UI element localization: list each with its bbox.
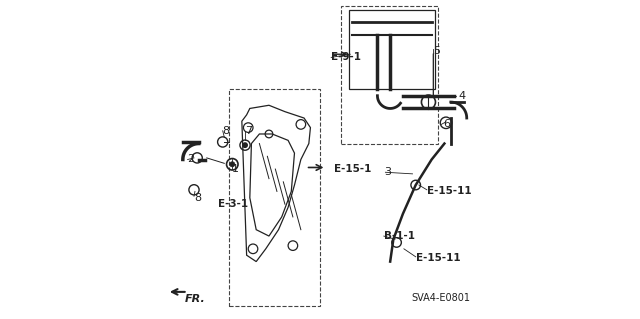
Text: E-3-1: E-3-1 xyxy=(218,199,248,209)
Text: 5: 5 xyxy=(433,46,440,56)
Text: 4: 4 xyxy=(459,91,466,101)
Text: B-1-1: B-1-1 xyxy=(384,231,415,241)
Text: E-15-11: E-15-11 xyxy=(427,186,472,197)
Text: FR.: FR. xyxy=(184,294,205,304)
Text: SVA4-E0801: SVA4-E0801 xyxy=(412,293,471,303)
Text: 6: 6 xyxy=(443,119,450,130)
Text: E-9-1: E-9-1 xyxy=(331,52,361,63)
Circle shape xyxy=(230,162,235,167)
Text: 1: 1 xyxy=(232,164,239,174)
Text: 3: 3 xyxy=(384,167,391,177)
Text: 7: 7 xyxy=(245,126,252,136)
Text: E-15-11: E-15-11 xyxy=(416,253,460,263)
Circle shape xyxy=(243,143,247,147)
Text: E-15-1: E-15-1 xyxy=(334,164,372,174)
Text: 8: 8 xyxy=(223,126,230,136)
Text: 8: 8 xyxy=(194,193,201,203)
Text: 2: 2 xyxy=(188,154,195,165)
